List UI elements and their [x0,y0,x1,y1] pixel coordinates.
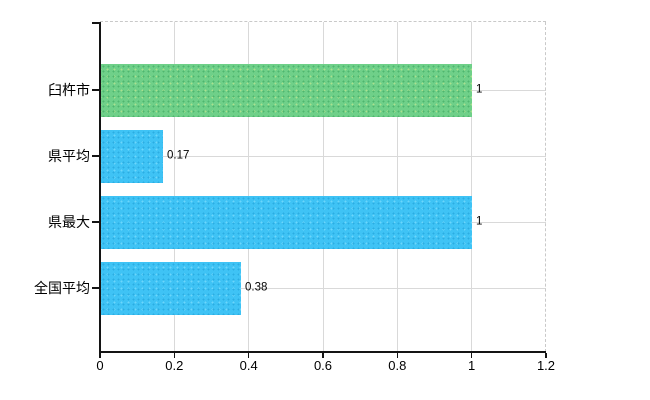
x-tick-label: 0.4 [239,358,258,373]
plot-border-right [545,22,546,352]
bar [101,63,472,117]
x-tick-label: 1 [468,358,476,373]
plot-border-top [100,21,546,22]
bar-value-label: 1 [476,215,483,228]
vertical-gridline [322,22,324,352]
x-tick-label: 0.2 [165,358,184,373]
bar [101,195,472,249]
x-tick-label: 0 [96,358,104,373]
category-label: 県平均 [48,148,90,164]
x-tick-label: 1.2 [536,358,556,373]
x-tick-label: 0.8 [388,358,407,373]
y-axis-tick [92,155,99,157]
category-label: 県最大 [48,214,90,230]
x-axis-tick [322,353,324,358]
x-axis-tick [396,353,399,358]
bar [101,129,163,183]
vertical-gridline [471,22,473,352]
vertical-gridline [396,22,398,352]
bar [101,261,241,315]
x-axis-tick [470,353,473,358]
x-axis-line [99,351,546,353]
bar-value-label: 0.17 [167,149,190,162]
vertical-gridline [173,22,175,352]
y-axis-tick [92,287,99,289]
bar-value-label: 1 [476,83,483,96]
vertical-gridline [248,22,250,352]
x-axis-tick [173,353,176,358]
category-label: 全国平均 [34,280,90,296]
y-axis-tick [92,89,99,91]
x-axis-tick [545,353,547,358]
x-tick-label: 0.6 [313,358,333,373]
y-axis-tick [92,221,99,223]
x-axis-tick [99,353,101,358]
x-axis-tick [247,353,250,358]
y-axis-line [99,22,101,352]
bar-value-label: 0.38 [245,281,268,294]
y-axis-end-tick [92,22,99,24]
category-label: 臼杵市 [48,82,90,98]
